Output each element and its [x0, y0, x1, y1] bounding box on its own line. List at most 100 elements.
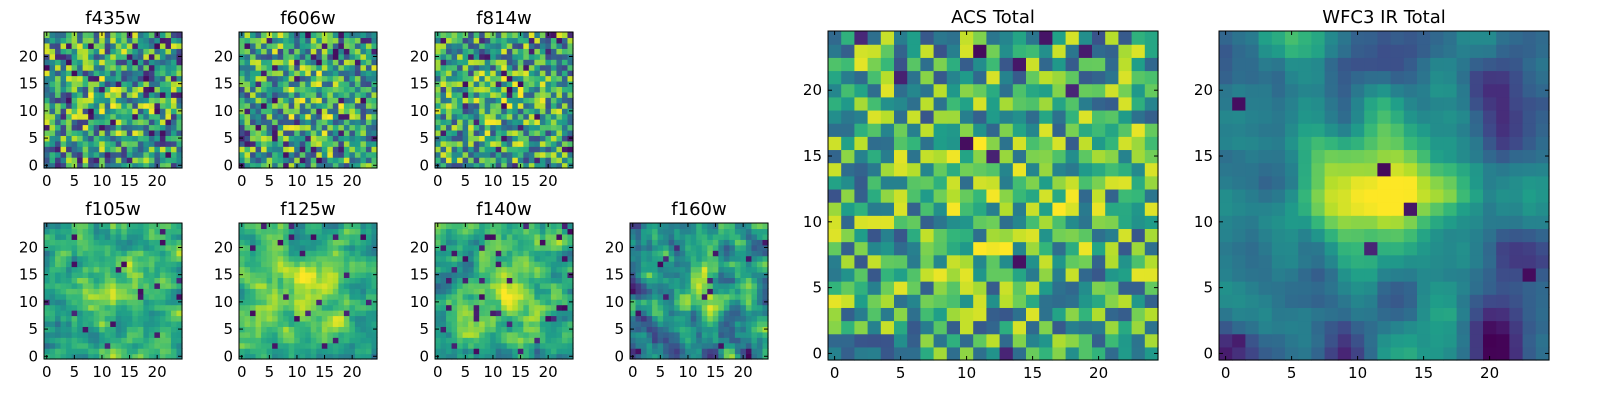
heatmap-cell — [517, 70, 524, 77]
heatmap-cell — [115, 228, 122, 235]
heatmap-cell — [255, 151, 262, 158]
heatmap-cell — [479, 162, 486, 169]
x-tick-label: 15 — [315, 363, 334, 381]
heatmap-cell — [148, 80, 155, 87]
heatmap-cell — [679, 337, 686, 344]
heatmap-cell — [154, 255, 161, 262]
heatmap-cell — [327, 331, 334, 338]
heatmap-cell — [740, 288, 747, 295]
heatmap-cell — [354, 277, 362, 284]
heatmap-cell — [1012, 175, 1027, 190]
heatmap-cell — [501, 315, 508, 322]
heatmap-cell — [920, 307, 935, 322]
heatmap-cell — [1105, 254, 1119, 269]
heatmap-cell — [867, 215, 882, 229]
heatmap-cell — [646, 348, 653, 355]
heatmap-cell — [288, 288, 295, 295]
heatmap-cell — [283, 32, 290, 39]
heatmap-cell — [517, 255, 524, 262]
heatmap-cell — [641, 233, 648, 240]
heatmap-cell — [159, 250, 167, 257]
heatmap-cell — [517, 310, 524, 317]
heatmap-cell — [294, 304, 301, 311]
heatmap-cell — [567, 228, 574, 235]
heatmap-cell — [440, 70, 447, 77]
heatmap-cell — [534, 53, 541, 60]
heatmap-cell — [528, 124, 535, 131]
heatmap-cell — [1026, 254, 1040, 269]
heatmap-cell — [668, 271, 675, 278]
heatmap-cell — [696, 310, 703, 317]
heatmap-cell — [288, 282, 295, 289]
heatmap-cell — [512, 59, 519, 66]
y-tick-label: 10 — [214, 102, 233, 120]
heatmap-cell — [272, 342, 279, 349]
heatmap-cell — [907, 294, 921, 308]
heatmap-cell — [283, 80, 290, 87]
heatmap-cell — [343, 113, 350, 120]
heatmap-cell — [121, 331, 128, 338]
heatmap-cell — [115, 37, 122, 44]
heatmap-cell — [556, 80, 563, 87]
heatmap-cell — [354, 244, 362, 251]
heatmap-cell — [712, 271, 719, 278]
heatmap-cell — [365, 261, 373, 268]
heatmap-cell — [657, 304, 664, 311]
heatmap-cell — [457, 42, 464, 49]
heatmap-cell — [841, 228, 855, 243]
heatmap-cell — [239, 342, 246, 349]
heatmap-cell — [77, 331, 84, 338]
heatmap-cell — [512, 326, 519, 333]
heatmap-cell — [360, 239, 367, 246]
heatmap-cell — [104, 64, 111, 71]
heatmap-cell — [266, 288, 273, 295]
heatmap-cell — [66, 42, 73, 49]
heatmap-cell — [528, 119, 535, 126]
heatmap-cell — [354, 310, 362, 317]
heatmap-cell — [707, 282, 714, 289]
heatmap-cell — [440, 320, 447, 327]
heatmap-cell — [250, 250, 257, 257]
heatmap-cell — [294, 255, 301, 262]
heatmap-cell — [729, 293, 736, 300]
heatmap-cell — [360, 353, 367, 360]
heatmap-cell — [679, 282, 686, 289]
heatmap-cell — [745, 239, 753, 246]
heatmap-cell — [999, 307, 1014, 322]
heatmap-cell — [244, 91, 251, 98]
heatmap-cell — [828, 202, 842, 216]
heatmap-cell — [77, 64, 84, 71]
heatmap-cell — [550, 326, 558, 333]
heatmap-cell — [255, 353, 262, 360]
heatmap-cell — [266, 342, 273, 349]
heatmap-cell — [690, 233, 697, 240]
heatmap-cell — [1012, 267, 1027, 282]
heatmap-cell — [49, 75, 56, 82]
heatmap-cell — [66, 277, 73, 284]
heatmap-cell — [272, 119, 279, 126]
heatmap-cell — [137, 277, 144, 284]
heatmap-cell — [365, 59, 373, 66]
heatmap-cell — [933, 307, 948, 322]
heatmap-cell — [288, 32, 295, 39]
heatmap-cell — [55, 119, 62, 126]
heatmap-cell — [154, 239, 161, 246]
heatmap-cell — [49, 250, 56, 257]
heatmap-cell — [305, 250, 312, 257]
heatmap-cell — [255, 261, 262, 268]
heatmap-cell — [668, 331, 675, 338]
heatmap-cell — [907, 254, 921, 269]
heatmap-cell — [250, 331, 257, 338]
heatmap-cell — [165, 348, 172, 355]
heatmap-cell — [159, 86, 167, 93]
heatmap-cell — [49, 97, 56, 104]
heatmap-cell — [999, 241, 1014, 256]
heatmap-cell — [77, 146, 84, 153]
heatmap-cell — [646, 310, 653, 317]
heatmap-cell — [99, 37, 106, 44]
heatmap-cell — [104, 42, 111, 49]
heatmap-cell — [159, 135, 167, 142]
heatmap-cell — [148, 75, 155, 82]
heatmap-cell — [462, 48, 469, 55]
